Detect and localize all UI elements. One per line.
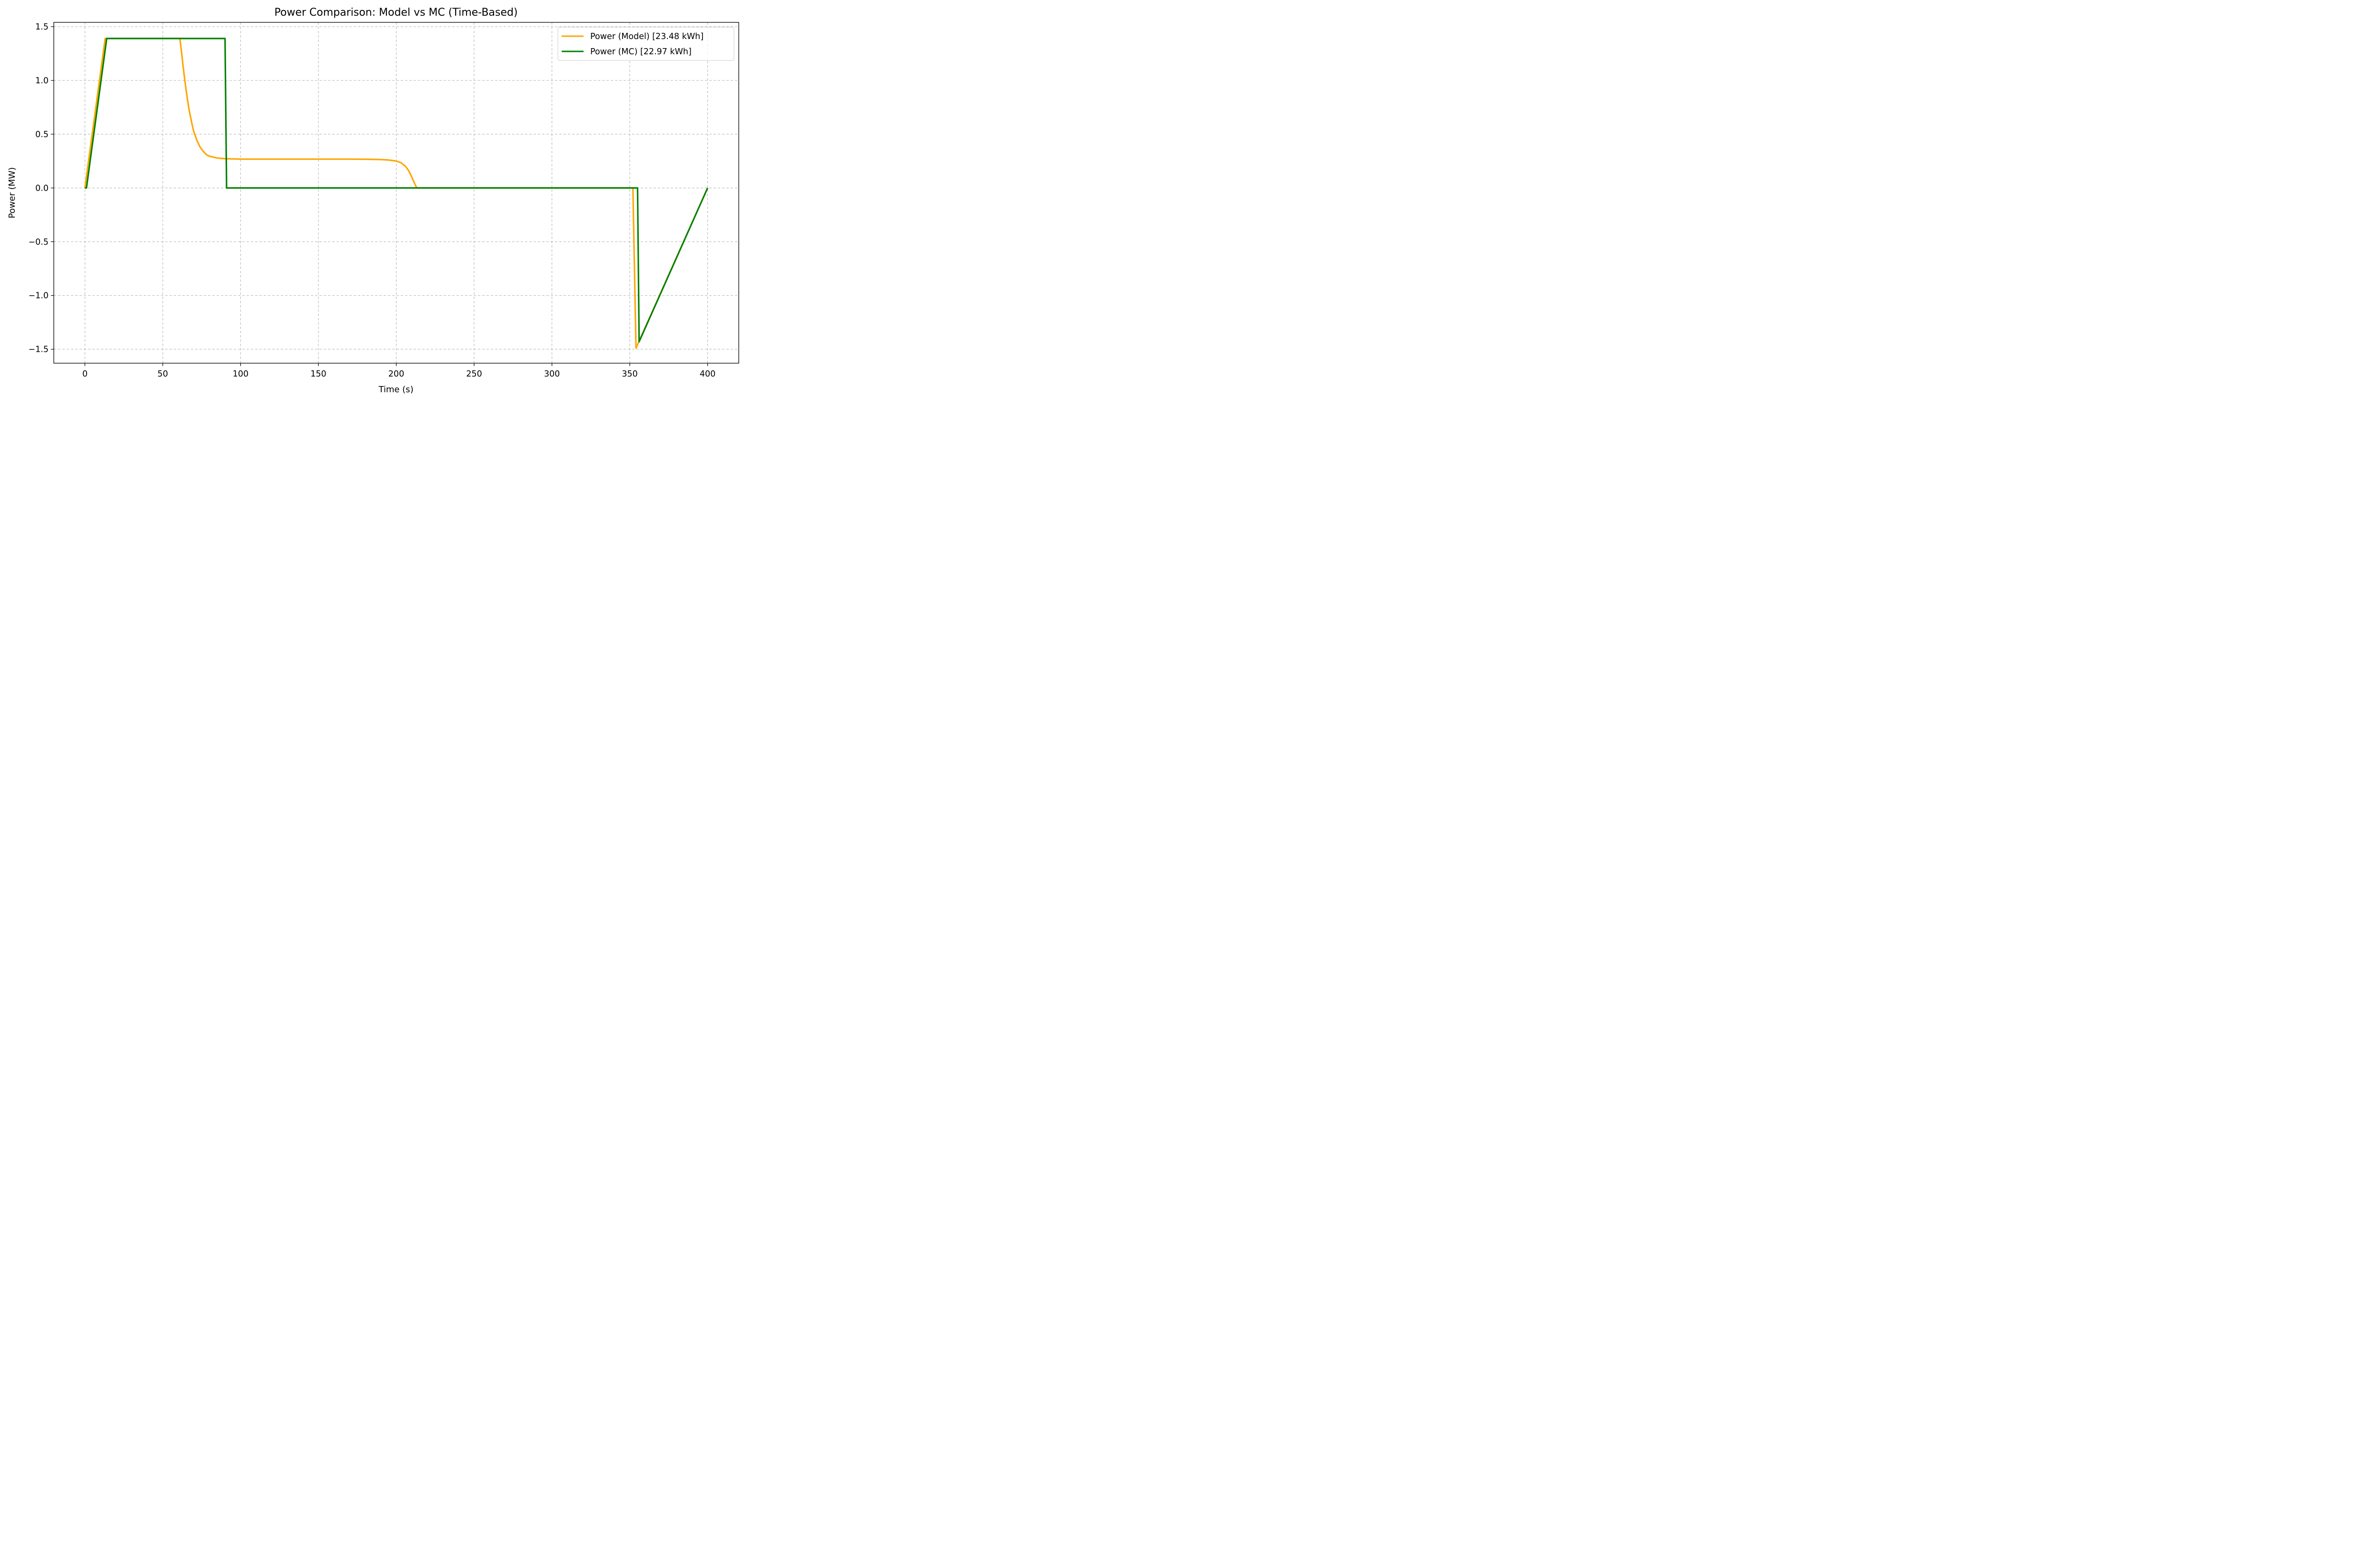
x-tick-label: 100 [233,369,248,379]
axis-ticks: 0 50 100 150 200 250 300 350 400 1.5 1.0 0.5 0.0 −0.5… [29,22,716,379]
power-comparison-chart: 0 50 100 150 200 250 300 350 400 1.5 1.0 0.5 0.0 −0.5… [0,0,746,402]
legend-label-model: Power (Model) [23.48 kWh] [590,32,704,41]
y-tick-label: 1.5 [35,22,49,32]
series-line-model [84,38,709,349]
x-tick-label: 400 [700,369,715,379]
chart-background [0,0,746,402]
series-lines [84,38,709,349]
y-tick-label: −1.5 [29,345,49,355]
chart-title: Power Comparison: Model vs MC (Time-Base… [274,7,517,19]
legend-label-mc: Power (MC) [22.97 kWh] [590,47,692,57]
x-axis-label: Time (s) [378,385,413,395]
series-line-mc [85,38,709,343]
x-tick-label: 0 [82,369,88,379]
y-tick-label: 1.0 [35,76,49,86]
y-tick-label: −0.5 [29,238,49,247]
x-tick-label: 150 [310,369,326,379]
x-tick-label: 200 [388,369,404,379]
x-tick-label: 250 [466,369,482,379]
y-tick-label: 0.5 [35,130,49,139]
x-tick-label: 350 [622,369,637,379]
y-axis-label: Power (MW) [7,167,17,218]
y-tick-label: −1.0 [29,291,49,301]
x-tick-label: 50 [158,369,168,379]
y-tick-label: 0.0 [35,184,49,193]
legend-box [557,27,734,61]
legend: Power (Model) [23.48 kWh] Power (MC) [22… [557,27,734,61]
x-tick-label: 300 [544,369,560,379]
